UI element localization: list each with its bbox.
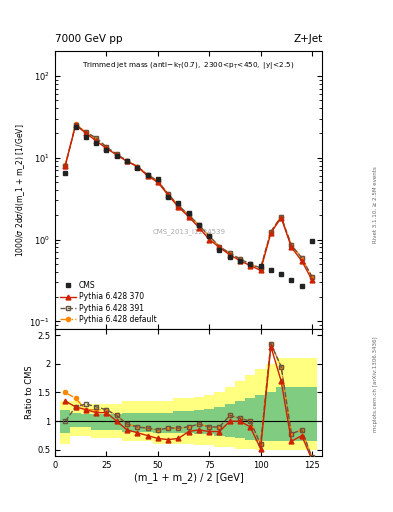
X-axis label: (m_1 + m_2) / 2 [GeV]: (m_1 + m_2) / 2 [GeV] bbox=[134, 472, 244, 483]
Y-axis label: Ratio to CMS: Ratio to CMS bbox=[25, 366, 34, 419]
Text: CMS_2013_I1224539: CMS_2013_I1224539 bbox=[152, 228, 225, 236]
Text: Trimmed jet mass $\mathsf{(anti\!-\!k_T(0.7),\ 2300\!<\!p_T\!<\!450,\ |y|\!<\!2.: Trimmed jet mass $\mathsf{(anti\!-\!k_T(… bbox=[83, 59, 295, 71]
Text: mcplots.cern.ch [arXiv:1306.3436]: mcplots.cern.ch [arXiv:1306.3436] bbox=[373, 336, 378, 432]
Text: Rivet 3.1.10, ≥ 2.5M events: Rivet 3.1.10, ≥ 2.5M events bbox=[373, 166, 378, 243]
Y-axis label: 1000/$\sigma$ 2d$\sigma$/d(m_1 + m_2) [1/GeV]: 1000/$\sigma$ 2d$\sigma$/d(m_1 + m_2) [1… bbox=[14, 123, 27, 257]
Text: Z+Jet: Z+Jet bbox=[293, 33, 322, 44]
Legend: CMS, Pythia 6.428 370, Pythia 6.428 391, Pythia 6.428 default: CMS, Pythia 6.428 370, Pythia 6.428 391,… bbox=[59, 280, 158, 326]
Text: 7000 GeV pp: 7000 GeV pp bbox=[55, 33, 123, 44]
